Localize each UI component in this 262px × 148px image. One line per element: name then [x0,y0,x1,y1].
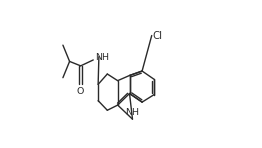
Text: O: O [77,87,84,96]
Text: NH: NH [95,53,110,62]
Text: Cl: Cl [152,30,162,41]
Text: NH: NH [125,108,139,117]
